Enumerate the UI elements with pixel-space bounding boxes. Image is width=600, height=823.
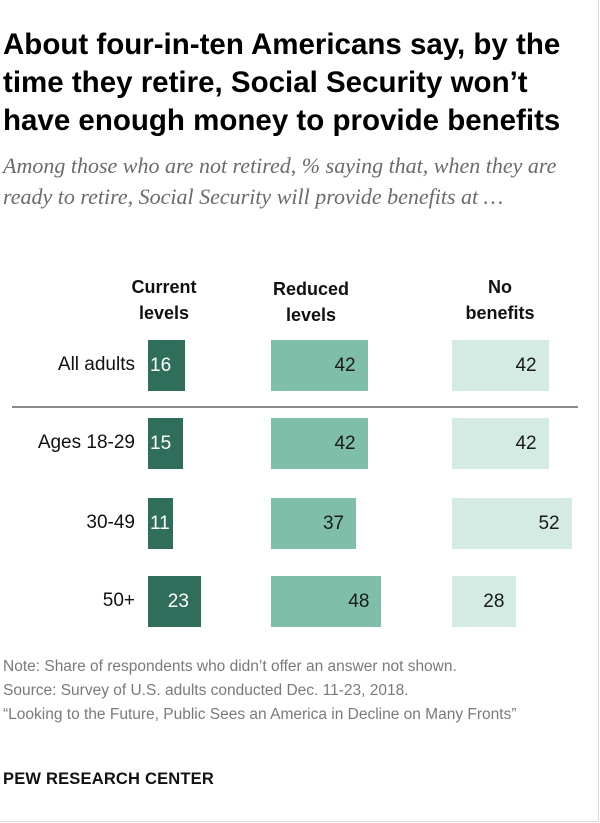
column-header-1: Reduced levels [272,279,350,325]
bar [271,498,357,549]
bar-value-label: 42 [334,355,356,376]
chart-subtitle: Among those who are not retired, % sayin… [3,153,557,209]
bar [452,498,572,549]
bar-value-label: 37 [322,513,345,534]
row-divider [12,406,578,408]
category-label: All adults [57,354,135,375]
bar-value-label: 48 [348,591,370,612]
bar-value-label: 42 [515,355,537,376]
bar [148,576,201,627]
bar-value-label: 15 [150,433,172,454]
bar [271,576,382,627]
column-header-0: Current levels [131,277,197,323]
chart-title: About four-in-ten Americans say, by the … [3,28,561,137]
column-header-2: No benefits [465,277,535,323]
bar-value-label: 28 [483,591,505,612]
footer: Note: Share of respondents who didn’t of… [3,655,593,727]
bar-value-label: 42 [515,433,537,454]
bar [148,498,174,549]
category-label: 50+ [102,590,135,611]
bar-value-label: 16 [150,355,172,376]
footer-report: “Looking to the Future, Public Sees an A… [3,706,517,723]
bar-value-label: 23 [167,591,189,612]
bar [148,340,185,391]
bar [148,418,183,469]
bar-chart: Current levels Reduced levels No benefits All … [0,270,600,650]
category-label: 30-49 [86,512,135,533]
brand-logo-text: PEW RESEARCH CENTER [3,770,214,788]
bar-value-label: 52 [538,513,560,534]
bar [452,340,549,391]
bar-value-label: 11 [150,513,170,534]
bar [452,576,517,627]
footer-note: Note: Share of respondents who didn’t of… [3,658,457,675]
category-label: Ages 18-29 [37,432,135,453]
bar [271,418,368,469]
bar-value-label: 42 [334,433,356,454]
bar [452,418,549,469]
bar [271,340,368,391]
footer-source: Source: Survey of U.S. adults conducted … [3,682,409,699]
